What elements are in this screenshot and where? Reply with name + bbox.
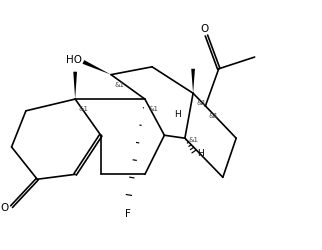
- Text: O: O: [201, 24, 209, 34]
- Text: &1: &1: [149, 105, 159, 111]
- Text: F: F: [125, 208, 130, 218]
- Polygon shape: [191, 70, 195, 94]
- Text: &1: &1: [79, 105, 89, 111]
- Polygon shape: [82, 61, 111, 75]
- Text: &1: &1: [188, 136, 198, 142]
- Polygon shape: [73, 72, 77, 100]
- Text: H: H: [174, 110, 181, 119]
- Text: &1: &1: [209, 113, 219, 119]
- Text: &1: &1: [196, 100, 206, 106]
- Text: &1: &1: [114, 82, 124, 87]
- Text: HO: HO: [66, 55, 82, 65]
- Text: O: O: [1, 202, 9, 212]
- Text: H: H: [197, 149, 204, 158]
